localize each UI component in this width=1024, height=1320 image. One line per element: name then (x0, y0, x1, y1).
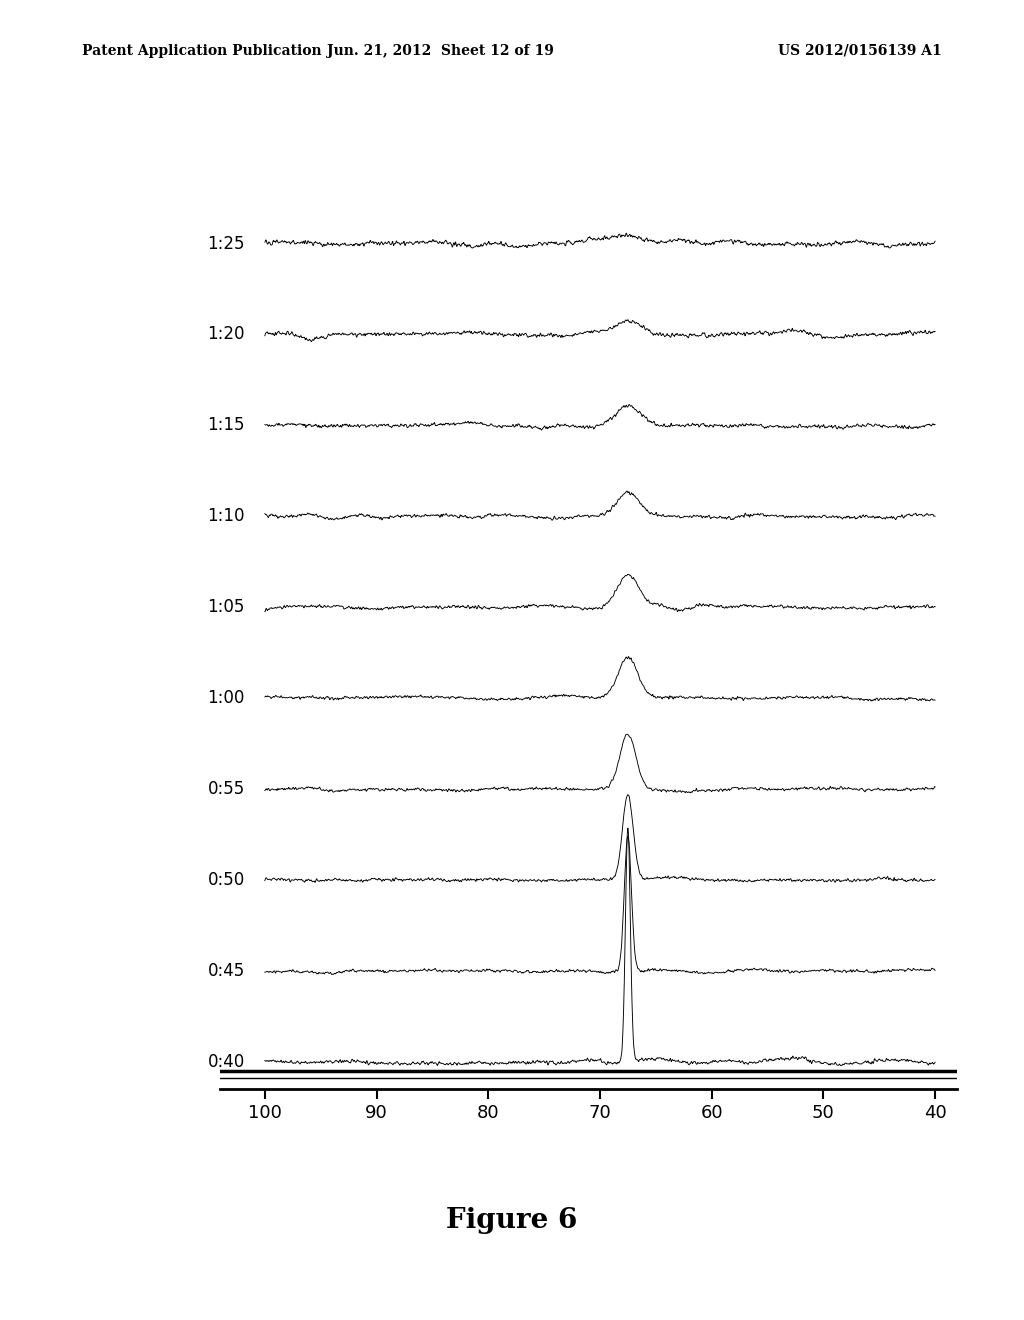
Text: 0:55: 0:55 (208, 780, 245, 799)
Text: 0:50: 0:50 (208, 871, 245, 888)
Text: Patent Application Publication: Patent Application Publication (82, 44, 322, 58)
Text: 1:25: 1:25 (207, 235, 245, 252)
Text: 0:40: 0:40 (208, 1053, 245, 1071)
Text: US 2012/0156139 A1: US 2012/0156139 A1 (778, 44, 942, 58)
Text: 0:45: 0:45 (208, 962, 245, 979)
Text: 1:20: 1:20 (207, 326, 245, 343)
Text: 1:15: 1:15 (207, 416, 245, 434)
Text: 1:05: 1:05 (208, 598, 245, 616)
Text: Figure 6: Figure 6 (446, 1208, 578, 1234)
Text: Jun. 21, 2012  Sheet 12 of 19: Jun. 21, 2012 Sheet 12 of 19 (327, 44, 554, 58)
Text: 1:10: 1:10 (207, 507, 245, 525)
Text: 1:00: 1:00 (208, 689, 245, 708)
